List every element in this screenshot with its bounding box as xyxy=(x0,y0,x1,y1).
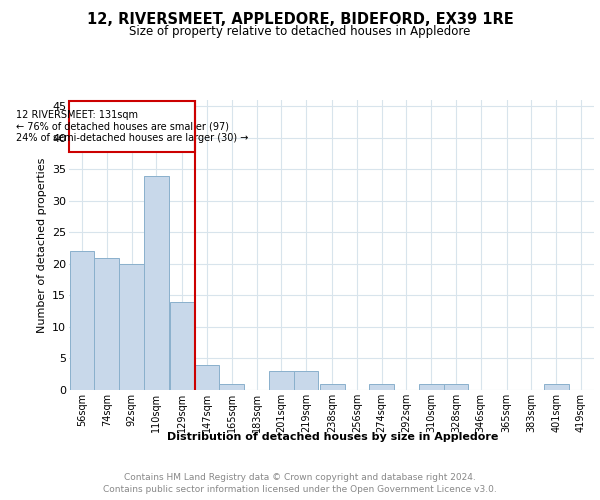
Bar xyxy=(419,384,443,390)
Bar xyxy=(195,365,220,390)
Text: Contains HM Land Registry data © Crown copyright and database right 2024.: Contains HM Land Registry data © Crown c… xyxy=(124,472,476,482)
Text: 12 RIVERSMEET: 131sqm
← 76% of detached houses are smaller (97)
24% of semi-deta: 12 RIVERSMEET: 131sqm ← 76% of detached … xyxy=(16,110,248,144)
Y-axis label: Number of detached properties: Number of detached properties xyxy=(37,158,47,332)
Bar xyxy=(544,384,569,390)
FancyBboxPatch shape xyxy=(69,102,195,152)
Bar xyxy=(269,371,294,390)
Text: Distribution of detached houses by size in Appledore: Distribution of detached houses by size … xyxy=(167,432,499,442)
Bar xyxy=(294,371,319,390)
Text: Contains public sector information licensed under the Open Government Licence v3: Contains public sector information licen… xyxy=(103,485,497,494)
Bar xyxy=(70,252,94,390)
Bar xyxy=(119,264,144,390)
Bar xyxy=(170,302,195,390)
Bar xyxy=(443,384,468,390)
Bar xyxy=(94,258,119,390)
Text: Size of property relative to detached houses in Appledore: Size of property relative to detached ho… xyxy=(130,25,470,38)
Text: 12, RIVERSMEET, APPLEDORE, BIDEFORD, EX39 1RE: 12, RIVERSMEET, APPLEDORE, BIDEFORD, EX3… xyxy=(86,12,514,28)
Bar xyxy=(220,384,244,390)
Bar xyxy=(369,384,394,390)
Bar xyxy=(144,176,169,390)
Bar xyxy=(320,384,344,390)
